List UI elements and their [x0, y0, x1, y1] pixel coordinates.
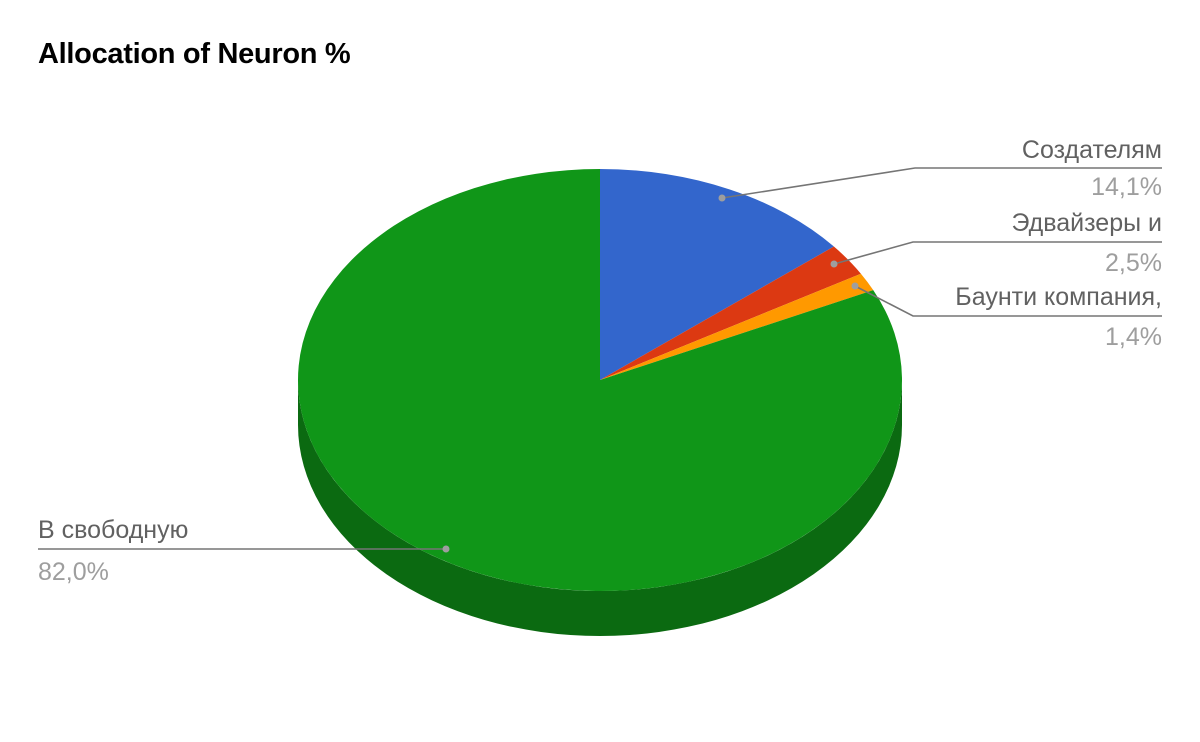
slice-label-1: Создателям	[1022, 136, 1162, 164]
pie-slice-1	[600, 169, 834, 380]
leader-dot-1	[718, 194, 726, 202]
leader-lines	[38, 167, 1162, 553]
pie-side-layer	[298, 380, 902, 636]
pie-slice-4	[297, 169, 902, 591]
slice-value-1: 14,1%	[1091, 173, 1162, 201]
slice-labels: Создателям 14,1% Эдвайзеры и 2,5% Баунти ком…	[38, 136, 1162, 586]
leader-dot-3	[851, 282, 859, 290]
leader-line-1	[721, 167, 1162, 199]
leader-line-2	[833, 241, 1162, 265]
leader-line-3	[854, 285, 1162, 317]
slice-label-4: В свободную	[38, 516, 188, 544]
leader-dot-2	[830, 260, 838, 268]
slice-value-3: 1,4%	[1105, 323, 1162, 351]
slice-value-4: 82,0%	[38, 558, 109, 586]
slice-value-2: 2,5%	[1105, 249, 1162, 277]
slice-label-2: Эдвайзеры и	[1012, 209, 1162, 237]
chart-title: Allocation of Neuron %	[38, 38, 351, 70]
pie-top-layer	[297, 169, 902, 591]
slice-label-3: Баунти компания,	[955, 283, 1162, 311]
leader-dot-4	[442, 545, 450, 553]
pie-slice-2	[600, 246, 861, 380]
pie-slice-3	[600, 273, 874, 380]
pie-side-4	[298, 380, 902, 636]
